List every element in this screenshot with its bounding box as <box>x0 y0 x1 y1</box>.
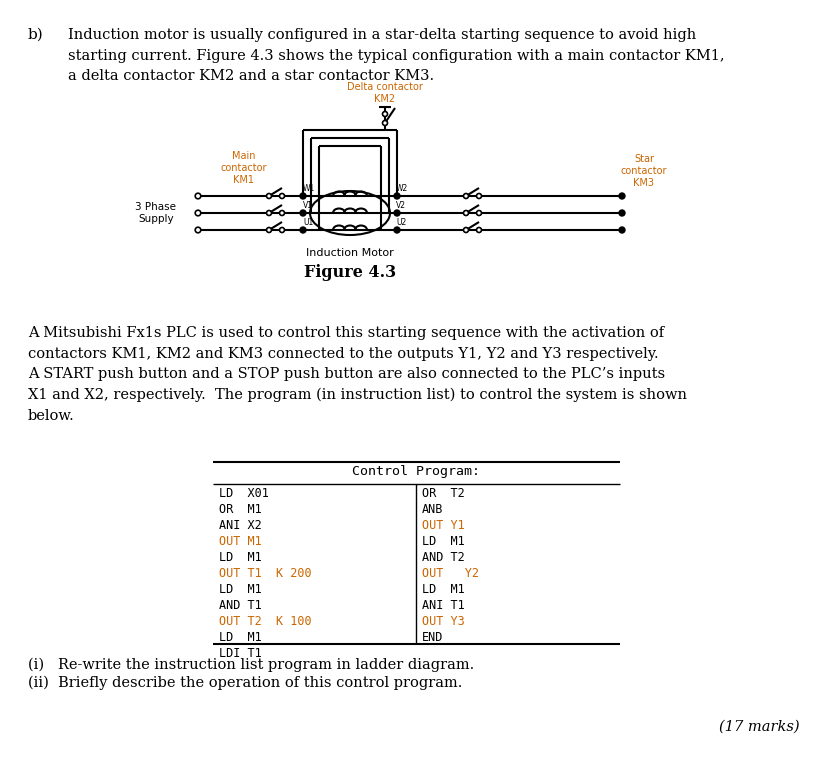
Circle shape <box>300 227 306 233</box>
Circle shape <box>393 227 400 233</box>
Text: Main
contactor
KM1: Main contactor KM1 <box>220 151 267 185</box>
Circle shape <box>279 228 284 232</box>
Circle shape <box>393 210 400 216</box>
Text: OUT Y3: OUT Y3 <box>421 615 465 628</box>
Circle shape <box>266 210 272 216</box>
Text: AND T1: AND T1 <box>219 599 262 612</box>
Text: U1: U1 <box>303 218 313 227</box>
Circle shape <box>279 194 284 198</box>
Text: ANI T1: ANI T1 <box>421 599 465 612</box>
Text: OUT   Y2: OUT Y2 <box>421 567 479 580</box>
Circle shape <box>300 193 306 199</box>
Text: Induction motor is usually configured in a star-delta starting sequence to avoid: Induction motor is usually configured in… <box>68 28 724 83</box>
Circle shape <box>195 193 200 199</box>
Circle shape <box>195 210 200 216</box>
Text: (i)   Re-write the instruction list program in ladder diagram.: (i) Re-write the instruction list progra… <box>28 658 474 672</box>
Text: OUT M1: OUT M1 <box>219 535 262 548</box>
Text: W1: W1 <box>303 184 315 193</box>
Circle shape <box>476 194 481 198</box>
Text: LDI T1: LDI T1 <box>219 647 262 660</box>
Circle shape <box>266 194 272 198</box>
Text: A Mitsubishi Fx1s PLC is used to control this starting sequence with the activat: A Mitsubishi Fx1s PLC is used to control… <box>28 326 686 423</box>
Text: U2: U2 <box>396 218 406 227</box>
Circle shape <box>619 210 624 216</box>
Text: LD  M1: LD M1 <box>219 583 262 596</box>
Circle shape <box>619 227 624 233</box>
Text: 3 Phase
Supply: 3 Phase Supply <box>135 202 176 224</box>
Circle shape <box>195 227 200 233</box>
Text: OUT Y1: OUT Y1 <box>421 519 465 532</box>
Circle shape <box>463 210 468 216</box>
Circle shape <box>279 210 284 216</box>
Circle shape <box>476 210 481 216</box>
Text: LD  M1: LD M1 <box>421 535 465 548</box>
Text: LD  M1: LD M1 <box>219 631 262 644</box>
Text: b): b) <box>28 28 44 42</box>
Circle shape <box>266 228 272 232</box>
Text: OUT T2  K 100: OUT T2 K 100 <box>219 615 311 628</box>
Text: Induction Motor: Induction Motor <box>306 248 393 258</box>
Text: LD  M1: LD M1 <box>421 583 465 596</box>
Text: LD  X01: LD X01 <box>219 487 268 500</box>
Circle shape <box>463 194 468 198</box>
Text: LD  M1: LD M1 <box>219 551 262 564</box>
Circle shape <box>382 120 387 126</box>
Text: V2: V2 <box>396 201 406 210</box>
Text: W2: W2 <box>396 184 407 193</box>
Text: (17 marks): (17 marks) <box>719 720 799 734</box>
Text: OR  T2: OR T2 <box>421 487 465 500</box>
Circle shape <box>382 111 387 117</box>
Text: ANB: ANB <box>421 503 443 516</box>
Circle shape <box>393 193 400 199</box>
Text: Star
contactor
KM3: Star contactor KM3 <box>620 154 667 188</box>
Circle shape <box>476 228 481 232</box>
Circle shape <box>463 228 468 232</box>
Text: Control Program:: Control Program: <box>352 465 480 478</box>
Text: Figure 4.3: Figure 4.3 <box>304 264 396 281</box>
Text: Delta contactor
KM2: Delta contactor KM2 <box>347 82 422 104</box>
Circle shape <box>300 210 306 216</box>
Text: V1: V1 <box>303 201 313 210</box>
Text: OUT T1  K 200: OUT T1 K 200 <box>219 567 311 580</box>
Text: OR  M1: OR M1 <box>219 503 262 516</box>
Text: ANI X2: ANI X2 <box>219 519 262 532</box>
Text: END: END <box>421 631 443 644</box>
Text: AND T2: AND T2 <box>421 551 465 564</box>
Circle shape <box>619 193 624 199</box>
Text: (ii)  Briefly describe the operation of this control program.: (ii) Briefly describe the operation of t… <box>28 676 462 690</box>
